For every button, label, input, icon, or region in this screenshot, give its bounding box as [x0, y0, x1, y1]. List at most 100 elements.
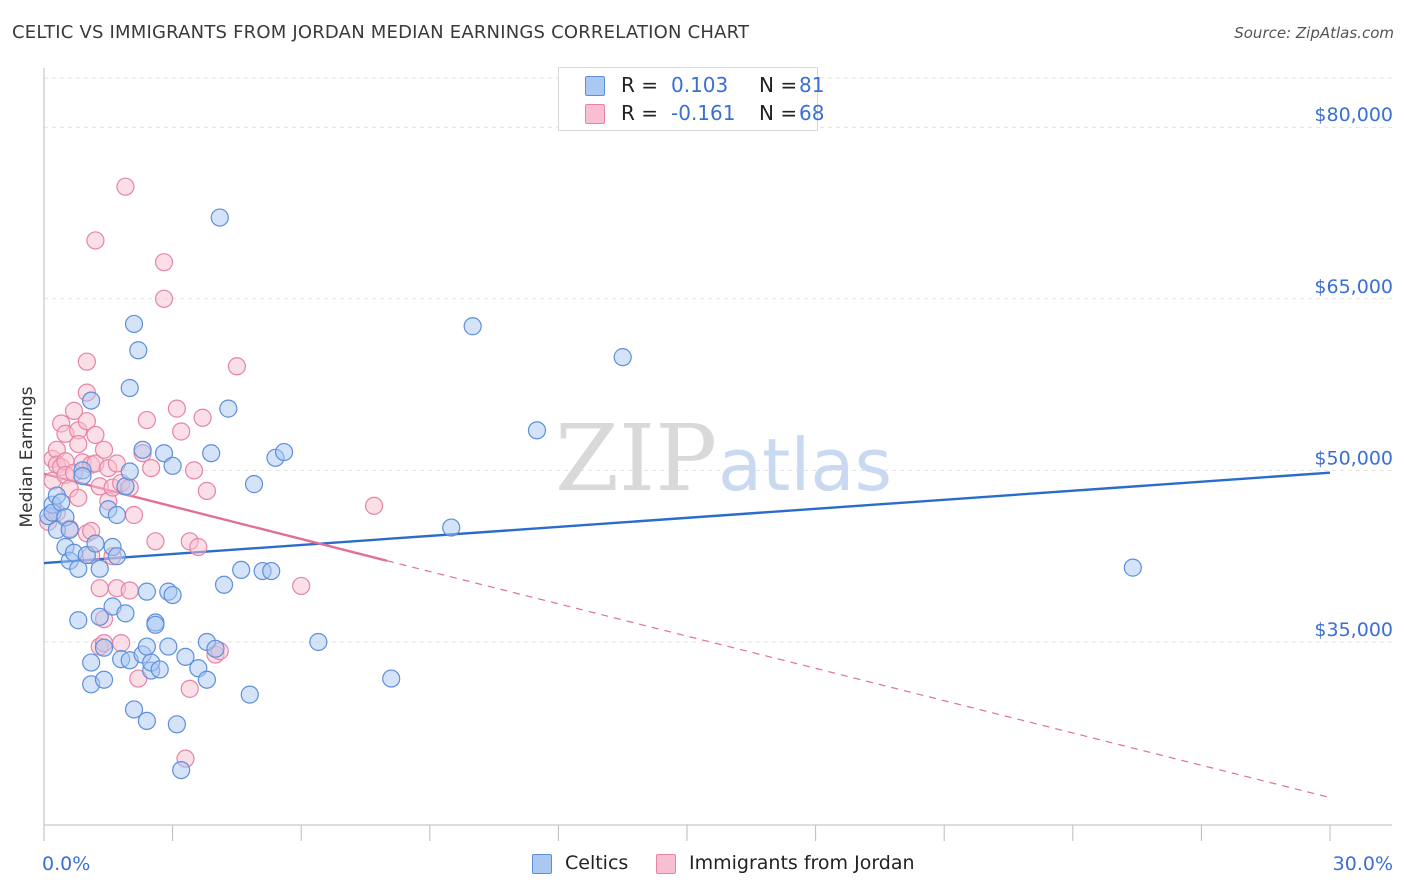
bottom-legend-label-jordan: Immigrants from Jordan: [689, 852, 915, 874]
watermark: ZIP atlas: [555, 405, 892, 512]
legend-n-label: N =: [759, 73, 798, 97]
legend-n-value: 81: [799, 73, 825, 97]
data-point-jordan: [90, 579, 109, 598]
data-point-jordan: [129, 669, 148, 688]
data-point-jordan: [86, 425, 105, 445]
y-axis-label: Median Earnings: [17, 386, 37, 527]
data-point-jordan: [146, 532, 165, 551]
data-point-jordan: [94, 440, 114, 459]
data-point-celtics: [90, 559, 109, 578]
data-point-celtics: [69, 559, 88, 578]
data-point-jordan: [69, 434, 88, 454]
data-point-celtics: [219, 399, 238, 418]
legend-n-label: N =: [759, 101, 798, 125]
data-point-celtics: [262, 561, 281, 581]
data-point-celtics: [116, 604, 135, 623]
bottom-legend-swatch-celtics: [532, 854, 552, 874]
chart-title: CELTIC VS IMMIGRANTS FROM JORDAN MEDIAN …: [12, 22, 750, 43]
data-point-celtics: [197, 670, 216, 689]
data-point-celtics: [133, 440, 152, 459]
correlation-legend: R = 0.103 N = 81 R = -0.161 N = 68: [558, 67, 824, 131]
data-point-jordan: [112, 634, 131, 653]
data-point-jordan: [86, 231, 105, 250]
data-point-jordan: [227, 357, 246, 376]
watermark-zip: ZIP: [555, 405, 717, 512]
series-celtics-points: [39, 208, 1142, 780]
data-point-jordan: [154, 253, 174, 272]
data-point-celtics: [69, 611, 88, 630]
source-label: Source: ZipAtlas.com: [1234, 24, 1394, 42]
y-tick-label: $50,000: [1314, 447, 1393, 469]
data-point-celtics: [244, 475, 264, 494]
data-point-jordan: [197, 481, 216, 501]
data-point-celtics: [82, 653, 101, 672]
data-point-celtics: [86, 534, 105, 553]
data-point-celtics: [202, 444, 221, 463]
data-point-celtics: [137, 637, 156, 656]
data-point-jordan: [69, 488, 88, 507]
data-point-celtics: [154, 444, 174, 463]
legend-r-value: 0.103: [671, 73, 729, 97]
data-point-jordan: [172, 422, 191, 441]
y-tick-label: $35,000: [1314, 619, 1393, 641]
data-point-celtics: [163, 585, 182, 605]
legend-n-value: 68: [799, 101, 825, 125]
data-point-jordan: [137, 410, 156, 430]
data-point-jordan: [107, 454, 126, 473]
data-point-jordan: [77, 412, 96, 431]
data-point-jordan: [77, 352, 96, 371]
data-point-celtics: [137, 711, 156, 731]
bottom-legend-label-celtics: Celtics: [565, 852, 629, 874]
legend-r-label: R =: [621, 101, 659, 125]
y-tick-label: $65,000: [1314, 276, 1393, 298]
data-point-celtics: [167, 715, 186, 734]
y-tick-label: $80,000: [1314, 104, 1393, 126]
data-point-celtics: [442, 518, 461, 537]
x-tick-label: 0.0%: [42, 853, 90, 875]
trend-line-celtics: [43, 471, 1331, 565]
data-point-celtics: [172, 760, 191, 780]
data-point-jordan: [184, 461, 204, 480]
data-point-celtics: [232, 560, 251, 580]
bottom-legend-swatch-jordan: [656, 854, 676, 874]
grid-lines: [44, 77, 1392, 643]
data-point-jordan: [120, 581, 139, 600]
trend-lines: [43, 471, 1331, 799]
data-point-celtics: [129, 341, 148, 360]
data-point-celtics: [60, 520, 79, 539]
data-point-celtics: [94, 670, 114, 689]
data-point-celtics: [382, 669, 401, 688]
data-point-jordan: [124, 505, 144, 525]
tick-labels: $35,000 $50,000 $65,000 $80,000 0.0% 30.0%: [42, 104, 1393, 875]
data-point-celtics: [206, 639, 225, 658]
data-point-celtics: [90, 607, 109, 626]
data-point-celtics: [94, 638, 114, 657]
data-point-celtics: [163, 456, 182, 475]
watermark-atlas: atlas: [718, 423, 892, 507]
data-point-jordan: [189, 537, 208, 557]
data-point-celtics: [463, 317, 482, 336]
data-point-celtics: [120, 378, 139, 398]
data-point-celtics: [124, 314, 144, 334]
data-point-celtics: [150, 660, 169, 679]
data-point-celtics: [146, 615, 165, 634]
data-point-celtics: [137, 582, 156, 601]
legend-r-label: R =: [621, 73, 659, 97]
data-point-celtics: [214, 575, 234, 594]
data-point-celtics: [82, 391, 101, 410]
axes: [43, 68, 1392, 841]
data-point-celtics: [1123, 558, 1142, 577]
data-point-celtics: [120, 462, 139, 481]
data-point-celtics: [309, 632, 328, 652]
data-point-celtics: [107, 505, 126, 525]
data-point-celtics: [240, 685, 259, 704]
data-point-celtics: [73, 466, 92, 486]
data-point-celtics: [274, 442, 294, 462]
data-point-jordan: [193, 408, 212, 427]
legend-swatch-jordan: [585, 104, 605, 124]
legend-swatch-celtics: [585, 76, 605, 96]
data-point-jordan: [292, 576, 311, 596]
data-point-celtics: [107, 547, 126, 566]
data-point-jordan: [64, 401, 84, 420]
